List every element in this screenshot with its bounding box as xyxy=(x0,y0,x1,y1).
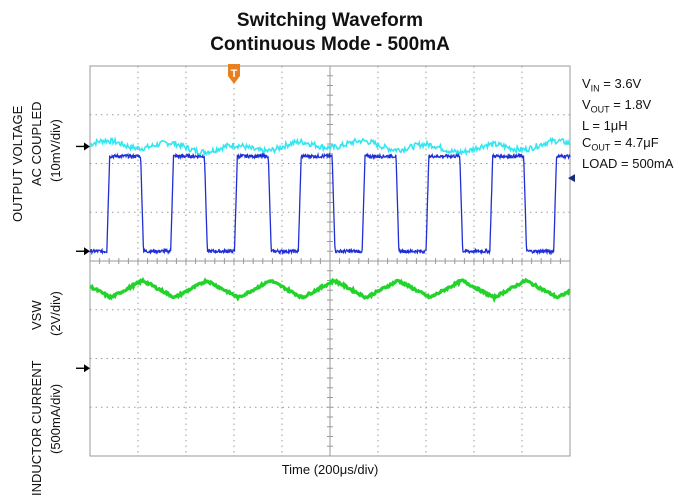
output-voltage-scale: (10mV/div) xyxy=(48,119,63,182)
chart-title: Switching Waveform xyxy=(236,10,424,31)
inductor-current-label: INDUCTOR CURRENT xyxy=(29,360,44,496)
inductor-current-scale: (500mA/div) xyxy=(48,383,63,454)
trigger-level-arrow xyxy=(568,174,575,183)
grid xyxy=(89,65,571,457)
traces xyxy=(89,136,571,304)
param-vin: VIN = 3.6V xyxy=(582,76,642,94)
ground-markers xyxy=(76,142,575,373)
param-inductance: L = 1μH xyxy=(582,118,628,134)
vsw-scale: (2V/div) xyxy=(48,291,63,336)
trigger-marker: T xyxy=(228,64,240,84)
x-axis-label: Time (200μs/div) xyxy=(281,462,379,477)
output-voltage-label-2: AC COUPLED xyxy=(29,101,44,186)
param-load: LOAD = 500mA xyxy=(582,155,674,171)
inductor-current-trace xyxy=(89,277,571,304)
vsw-trace xyxy=(89,151,571,256)
vsw-ground-arrow xyxy=(84,247,90,256)
output_voltage-ground-arrow xyxy=(84,142,90,151)
param-cout: COUT = 4.7μF xyxy=(582,134,659,153)
output-voltage-trace xyxy=(89,136,571,157)
trigger-icon xyxy=(228,64,240,84)
trigger-label: T xyxy=(231,68,238,80)
chart-subtitle: Continuous Mode - 500mA xyxy=(210,34,450,55)
inductor_current-ground-arrow xyxy=(84,364,90,373)
test-conditions: VIN = 3.6V VOUT = 1.8V L = 1μH COUT = 4.… xyxy=(582,76,673,172)
output-voltage-label-1: OUTPUT VOLTAGE xyxy=(10,105,25,222)
param-vout: VOUT = 1.8V xyxy=(582,97,652,115)
vsw-label: VSW xyxy=(29,300,44,330)
